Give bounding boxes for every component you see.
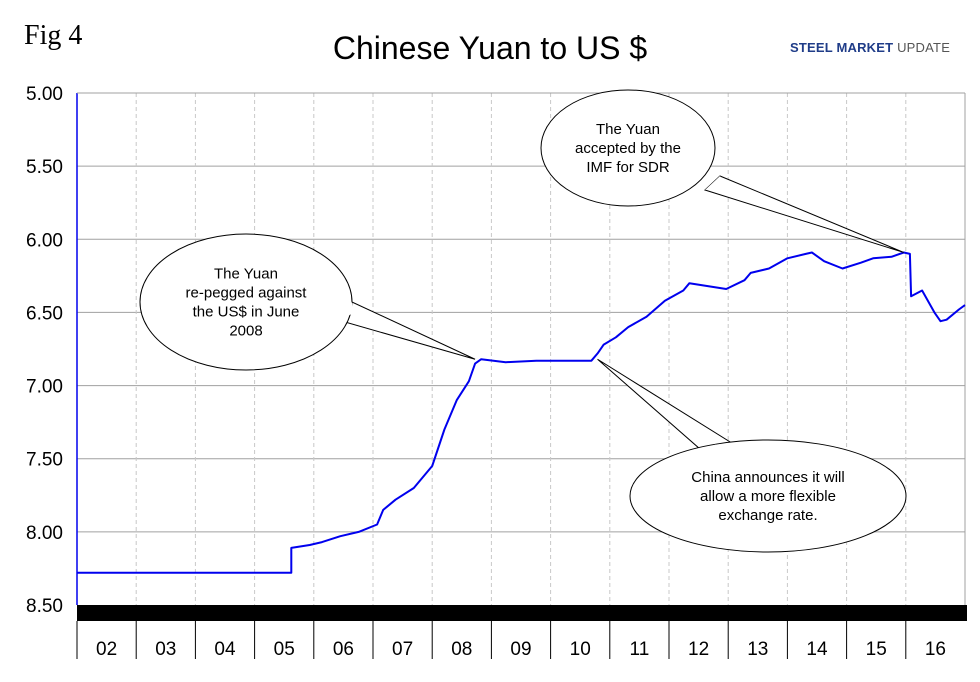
x-tick-label: 02	[96, 639, 117, 660]
axes: 5.00 5.50 6.00 6.50 7.00 7.50 8.00 8.50 02 03 04 05…	[26, 84, 967, 660]
x-tick-label: 05	[274, 639, 295, 660]
callout-text-line: allow a more flexible	[700, 488, 836, 505]
callout-pointer	[597, 358, 737, 457]
y-tick-label: 5.50	[26, 157, 63, 178]
callout-seam	[338, 302, 354, 320]
x-tick-label: 06	[333, 639, 354, 660]
y-tick-label: 5.00	[26, 84, 63, 105]
callout-pointer	[337, 301, 476, 360]
x-tick-label: 03	[155, 639, 176, 660]
grid-lines	[77, 93, 965, 605]
callout-text-line: The Yuan	[596, 121, 660, 138]
callout-text-line: 2008	[229, 323, 262, 340]
callout-seam	[708, 444, 735, 456]
chart-title: Chinese Yuan to US $	[332, 30, 648, 66]
x-tick-label: 10	[570, 639, 591, 660]
callout-text-line: IMF for SDR	[586, 159, 670, 176]
callout-text-line: accepted by the	[575, 140, 681, 157]
steel-market-update-logo: STEEL MARKET UPDATE	[790, 40, 950, 55]
y-tick-label: 6.00	[26, 230, 63, 251]
series-line-0	[77, 251, 966, 574]
x-tick-label: 16	[925, 639, 946, 660]
callout-text-line: China announces it will	[691, 469, 844, 486]
y-tick-label: 8.00	[26, 523, 63, 544]
callout-pointer	[704, 175, 904, 253]
x-tick-label: 04	[214, 639, 236, 660]
logo-text-bold: STEEL MARKET	[790, 40, 894, 55]
y-tick-label: 7.00	[26, 377, 63, 398]
y-tick-label: 7.50	[26, 450, 63, 471]
x-axis-band	[77, 605, 967, 621]
logo-text-light: UPDATE	[897, 40, 951, 55]
callout-bubble	[139, 233, 353, 371]
x-tick-label: 09	[510, 639, 531, 660]
x-tick-label: 13	[747, 639, 768, 660]
x-tick-label: 12	[688, 639, 709, 660]
callout-text-line: re-pegged against	[186, 285, 308, 302]
callout-seam	[705, 176, 725, 190]
callout-text-line: The Yuan	[214, 266, 278, 283]
figure-label: Fig 4	[24, 20, 83, 51]
x-tick-label: 14	[806, 639, 828, 660]
callout-bubble	[540, 89, 716, 207]
callout-repeg: The Yuan re-pegged against the US$ in June…	[139, 233, 476, 371]
x-tick-label: 15	[866, 639, 887, 660]
x-tick-label: 08	[451, 639, 472, 660]
y-tick-label: 8.50	[26, 596, 63, 617]
callout-sdr: The Yuan accepted by the IMF for SDR	[540, 89, 904, 253]
y-tick-label: 6.50	[26, 303, 63, 324]
x-tick-label: 07	[392, 639, 413, 660]
callout-text-line: the US$ in June	[193, 304, 300, 321]
callout-text-line: exchange rate.	[718, 507, 817, 524]
callout-bubble	[629, 439, 907, 553]
callout-flexible: China announces it will allow a more flex…	[597, 358, 907, 553]
x-tick-label: 11	[630, 639, 650, 660]
series-layer	[77, 251, 966, 574]
